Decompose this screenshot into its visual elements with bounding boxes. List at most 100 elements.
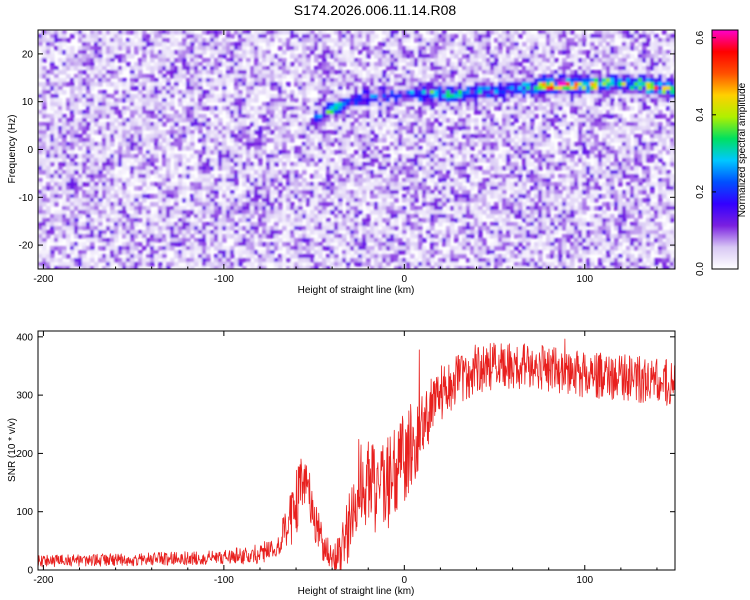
spectrogram-cell xyxy=(150,150,155,155)
spectrogram-cell xyxy=(74,126,79,131)
spectrogram-cell xyxy=(530,138,535,143)
spectrogram-cell xyxy=(102,46,107,51)
spectrogram-cell xyxy=(574,102,579,107)
spectrogram-cell xyxy=(250,138,255,143)
spectrogram-cell xyxy=(286,62,291,67)
spectrogram-cell xyxy=(394,170,399,175)
spectrogram-cell xyxy=(146,158,151,163)
spectrogram-cell xyxy=(50,70,55,75)
spectrogram-cell xyxy=(562,86,567,91)
spectrogram-cell xyxy=(450,74,455,79)
spectrogram-cell xyxy=(470,154,475,159)
spectrogram-cell xyxy=(202,114,207,119)
spectrogram-cell xyxy=(190,102,195,107)
spectrogram-cell xyxy=(214,82,219,87)
spectrogram-cell xyxy=(398,102,403,107)
spectrogram-cell xyxy=(290,122,295,127)
spectrogram-cell xyxy=(562,102,567,107)
spectrogram-cell xyxy=(242,50,247,55)
spectrogram-cell xyxy=(138,82,143,87)
spectrogram-cell xyxy=(66,106,71,111)
spectrogram-cell xyxy=(194,182,199,187)
spectrogram-cell xyxy=(326,62,331,67)
spectrogram-cell xyxy=(202,162,207,167)
spectrogram-cell xyxy=(670,178,675,183)
spectrogram-cell xyxy=(230,42,235,47)
spectrogram-cell xyxy=(510,70,515,75)
spectrogram-cell xyxy=(266,58,271,63)
spectrogram-cell xyxy=(114,118,119,123)
spectrogram-cell xyxy=(426,90,431,95)
spectrogram-cell xyxy=(574,50,579,55)
spectrogram-cell xyxy=(414,146,419,151)
spectrogram-cell xyxy=(326,46,331,51)
spectrogram-cell xyxy=(306,82,311,87)
spectrogram-cell xyxy=(118,178,123,183)
spectrogram-cell xyxy=(182,30,187,35)
spectrogram-cell xyxy=(306,150,311,155)
spectrogram-cell xyxy=(326,162,331,167)
spectrogram-cell xyxy=(486,94,491,99)
spectrogram-cell xyxy=(46,82,51,87)
spectrogram-cell xyxy=(590,82,595,87)
spectrogram-cell xyxy=(534,58,539,63)
spectrogram-cell xyxy=(502,126,507,131)
spectrogram-cell xyxy=(594,142,599,147)
spectrogram-cell xyxy=(538,130,543,135)
spectrogram-cell xyxy=(50,94,55,99)
spectrogram-cell xyxy=(302,70,307,75)
spectrogram-cell xyxy=(98,74,103,79)
spectrogram-cell xyxy=(82,154,87,159)
spectrogram-cell xyxy=(534,54,539,59)
spectrogram-cell xyxy=(534,90,539,95)
spectrogram-cell xyxy=(322,182,327,187)
spectrogram-cell xyxy=(594,78,599,83)
spectrogram-cell xyxy=(322,50,327,55)
spectrogram-cell xyxy=(370,150,375,155)
spectrogram-cell xyxy=(154,126,159,131)
spectrogram-cell xyxy=(258,166,263,171)
spectrogram-cell xyxy=(598,122,603,127)
spectrogram-cell xyxy=(226,66,231,71)
spectrogram-cell xyxy=(414,78,419,83)
spectrogram-cell xyxy=(166,102,171,107)
spectrogram-cell xyxy=(238,134,243,139)
spectrogram-cell xyxy=(70,46,75,51)
spectrogram-cell xyxy=(202,78,207,83)
spectrogram-cell xyxy=(226,42,231,47)
spectrogram-cell xyxy=(162,102,167,107)
spectrogram-cell xyxy=(466,114,471,119)
spectrogram-cell xyxy=(126,134,131,139)
spectrogram-cell xyxy=(182,174,187,179)
spectrogram-cell xyxy=(658,42,663,47)
spectrogram-cell xyxy=(662,62,667,67)
spectrogram-cell xyxy=(322,46,327,51)
spectrogram-cell xyxy=(406,30,411,35)
spectrogram-cell xyxy=(298,146,303,151)
spectrogram-cell xyxy=(654,98,659,103)
spectrogram-cell xyxy=(642,42,647,47)
spectrogram-cell xyxy=(234,66,239,71)
spectrogram-cell xyxy=(370,66,375,71)
spectrogram-cell xyxy=(130,122,135,127)
spectrogram-cell xyxy=(390,66,395,71)
spectrogram-cell xyxy=(170,122,175,127)
spectrogram-cell xyxy=(282,86,287,91)
spectrogram-cell xyxy=(406,146,411,151)
spectrogram-cell xyxy=(38,134,43,139)
spectrogram-cell xyxy=(654,114,659,119)
spectrogram-cell xyxy=(50,186,55,191)
spectrogram-cell xyxy=(46,50,51,55)
spectrogram-cell xyxy=(274,106,279,111)
spectrogram-cell xyxy=(574,174,579,179)
spectrogram-cell xyxy=(362,118,367,123)
spectrogram-cell xyxy=(158,174,163,179)
spectrogram-cell xyxy=(110,110,115,115)
spectrogram-cell xyxy=(202,166,207,171)
spectrogram-cell xyxy=(502,178,507,183)
spectrogram-cell xyxy=(434,126,439,131)
spectrogram-cell xyxy=(602,94,607,99)
spectrogram-cell xyxy=(422,94,427,99)
spectrogram-cell xyxy=(54,178,59,183)
spectrogram-cell xyxy=(38,66,43,71)
